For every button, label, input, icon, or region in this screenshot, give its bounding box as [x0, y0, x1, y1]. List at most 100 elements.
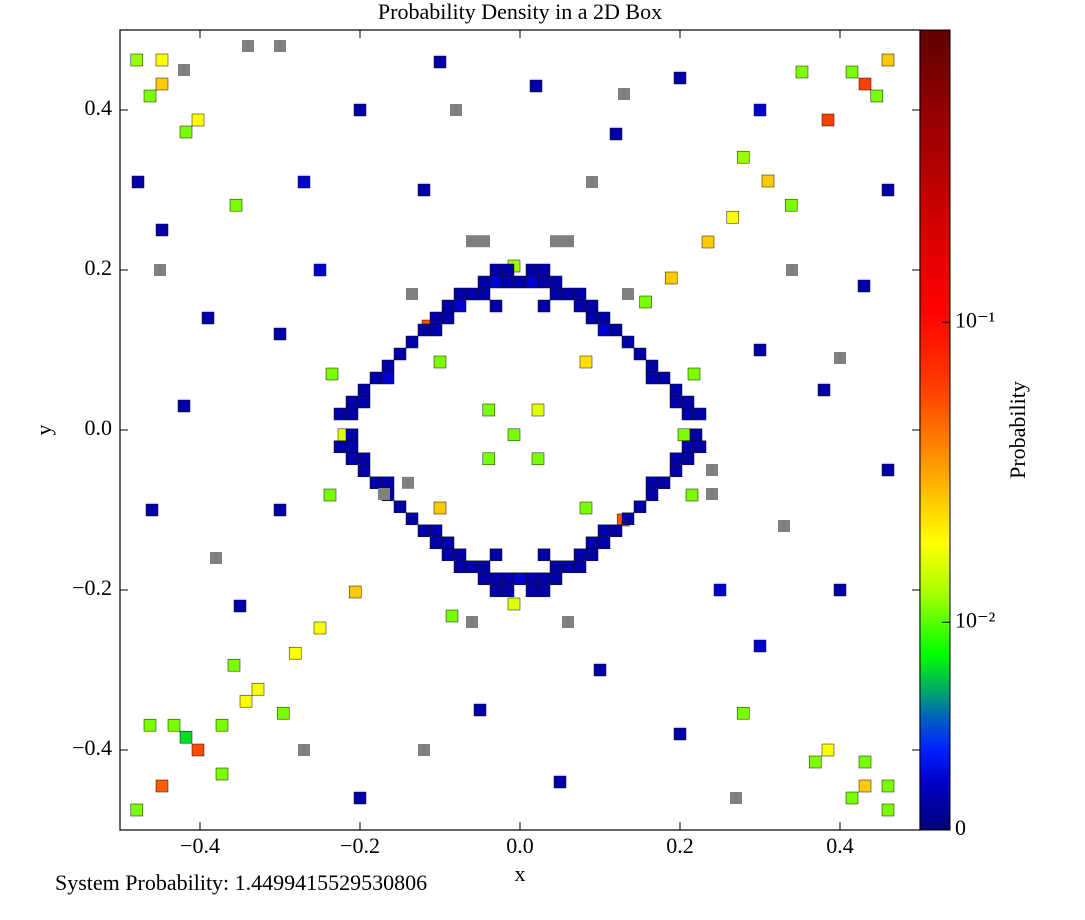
- cell: [673, 727, 687, 741]
- cell: [593, 663, 607, 677]
- cell: [531, 452, 545, 466]
- cell: [179, 125, 193, 139]
- cell: [821, 743, 835, 757]
- cell: [687, 367, 701, 381]
- x-tick-label: 0.4: [826, 833, 854, 858]
- cell: [313, 263, 327, 277]
- cell: [585, 536, 599, 550]
- cell: [525, 275, 539, 289]
- cell: [441, 311, 455, 325]
- cell: [155, 223, 169, 237]
- cell: [537, 263, 551, 277]
- cell: [622, 288, 634, 300]
- cell: [639, 295, 652, 309]
- cell: [573, 299, 587, 313]
- y-tick-label: 0.2: [85, 255, 113, 280]
- cell: [378, 488, 390, 500]
- cell: [429, 311, 443, 325]
- cell: [597, 536, 611, 550]
- cell: [579, 501, 593, 515]
- x-tick-label: 0.2: [666, 833, 694, 858]
- cell: [713, 583, 727, 597]
- x-tick-label: −0.4: [180, 833, 220, 858]
- cell: [402, 476, 414, 489]
- cell: [406, 288, 418, 300]
- cell: [201, 311, 215, 325]
- cell: [833, 583, 847, 597]
- cell: [645, 359, 659, 373]
- cell: [753, 343, 767, 357]
- cell: [477, 275, 491, 289]
- cell: [736, 706, 750, 720]
- y-tick-label: 0.4: [85, 95, 113, 120]
- y-axis-label: y: [31, 425, 56, 436]
- cell: [645, 488, 659, 502]
- cell: [507, 428, 521, 442]
- cell: [333, 407, 347, 421]
- cell: [489, 584, 503, 598]
- colorbar-tick-label: 10⁻²: [955, 607, 996, 632]
- cell: [669, 395, 683, 409]
- cell: [489, 299, 503, 313]
- cell: [466, 235, 478, 248]
- cell: [693, 440, 707, 454]
- cell: [348, 585, 362, 599]
- cell: [701, 235, 715, 249]
- cell: [821, 113, 835, 127]
- cell: [549, 572, 563, 586]
- cell: [273, 503, 287, 517]
- cell: [549, 275, 563, 289]
- cell: [525, 584, 539, 598]
- cell: [433, 355, 447, 369]
- cell: [145, 503, 159, 517]
- cell: [143, 718, 157, 732]
- cell: [657, 371, 671, 385]
- cell: [482, 452, 496, 466]
- cell: [325, 367, 339, 381]
- cell: [353, 791, 367, 805]
- cell: [288, 646, 302, 660]
- cell: [489, 572, 503, 586]
- cell: [482, 403, 496, 417]
- cell: [573, 287, 587, 301]
- cell: [429, 536, 443, 550]
- cell: [529, 79, 543, 93]
- cell: [549, 560, 563, 574]
- cell: [429, 524, 443, 538]
- cell: [881, 53, 895, 67]
- cell: [345, 452, 359, 466]
- cell: [357, 464, 371, 478]
- cell: [501, 275, 515, 289]
- x-axis-label: x: [515, 861, 526, 886]
- chart-title: Probability Density in a 2D Box: [378, 0, 662, 24]
- cell: [786, 264, 798, 276]
- cell: [681, 440, 695, 454]
- cell: [477, 287, 491, 301]
- cell: [345, 407, 359, 421]
- cell: [550, 235, 562, 248]
- cell: [664, 271, 678, 285]
- cell: [525, 572, 539, 586]
- cell: [585, 299, 599, 313]
- cell: [881, 183, 895, 197]
- cell: [845, 791, 859, 805]
- cell: [761, 174, 775, 188]
- cell: [210, 552, 222, 564]
- cell: [795, 65, 809, 79]
- cell: [501, 584, 515, 598]
- cell: [215, 767, 229, 781]
- cell: [537, 572, 551, 586]
- cell: [453, 287, 467, 301]
- cell: [227, 658, 241, 672]
- cell: [730, 792, 742, 804]
- cell: [453, 560, 467, 574]
- cell: [239, 694, 253, 708]
- cell: [857, 279, 871, 293]
- cell: [693, 407, 707, 421]
- cell: [345, 428, 359, 442]
- cell: [177, 399, 191, 413]
- cell: [131, 175, 145, 189]
- cell: [441, 536, 455, 550]
- cell: [273, 327, 287, 341]
- cell: [537, 584, 551, 598]
